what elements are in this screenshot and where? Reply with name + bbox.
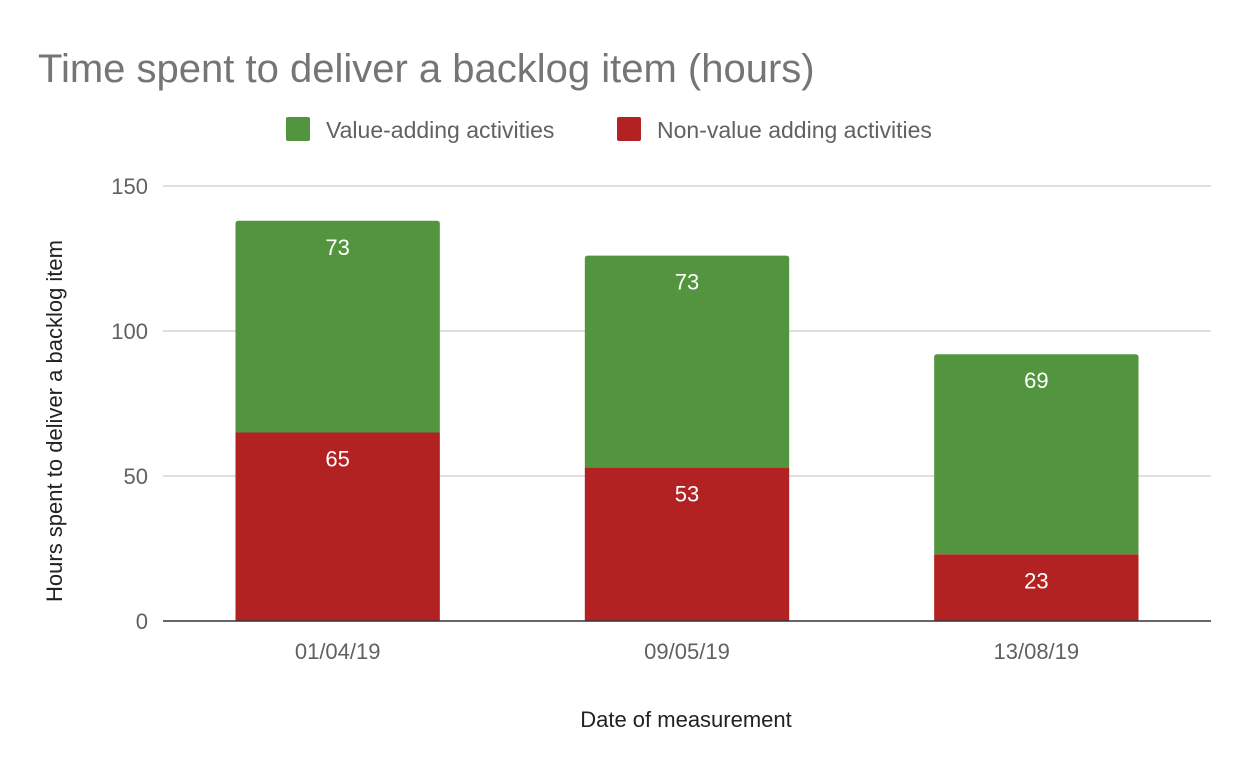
bar-segment-non-value-adding [584,467,790,621]
data-label: 73 [325,235,349,260]
data-label: 69 [1024,368,1048,393]
data-label: 53 [675,481,699,506]
legend-swatch-value-adding [286,117,310,141]
y-tick-label: 150 [111,174,148,199]
x-tick-label: 09/05/19 [644,639,730,664]
data-label: 65 [325,447,349,472]
y-tick-label: 50 [124,464,148,489]
legend-label-non-value-adding: Non-value adding activities [657,117,932,143]
x-axis-tick-labels: 01/04/19 09/05/19 13/08/19 [295,639,1079,664]
bar-segment-value-adding [934,354,1139,555]
x-tick-label: 01/04/19 [295,639,381,664]
bar-segment-non-value-adding [235,432,440,621]
y-tick-label: 100 [111,319,148,344]
x-tick-label: 13/08/19 [994,639,1080,664]
legend-swatch-non-value-adding [617,117,641,141]
bar-segment-value-adding [584,255,790,468]
data-labels: 65 73 53 73 23 69 [325,235,1048,593]
chart-title: Time spent to deliver a backlog item (ho… [38,47,815,91]
data-label: 23 [1024,568,1048,593]
data-label: 73 [675,270,699,295]
y-axis-tick-labels: 0 50 100 150 [111,174,148,634]
legend-label-value-adding: Value-adding activities [326,117,554,143]
x-axis-title: Date of measurement [580,707,792,732]
y-axis-title: Hours spent to deliver a backlog item [42,240,67,602]
bar-segment-non-value-adding [934,554,1139,621]
bar-segment-value-adding [235,220,440,433]
bars [235,220,1139,621]
legend: Value-adding activities Non-value adding… [286,117,932,143]
y-tick-label: 0 [136,609,148,634]
